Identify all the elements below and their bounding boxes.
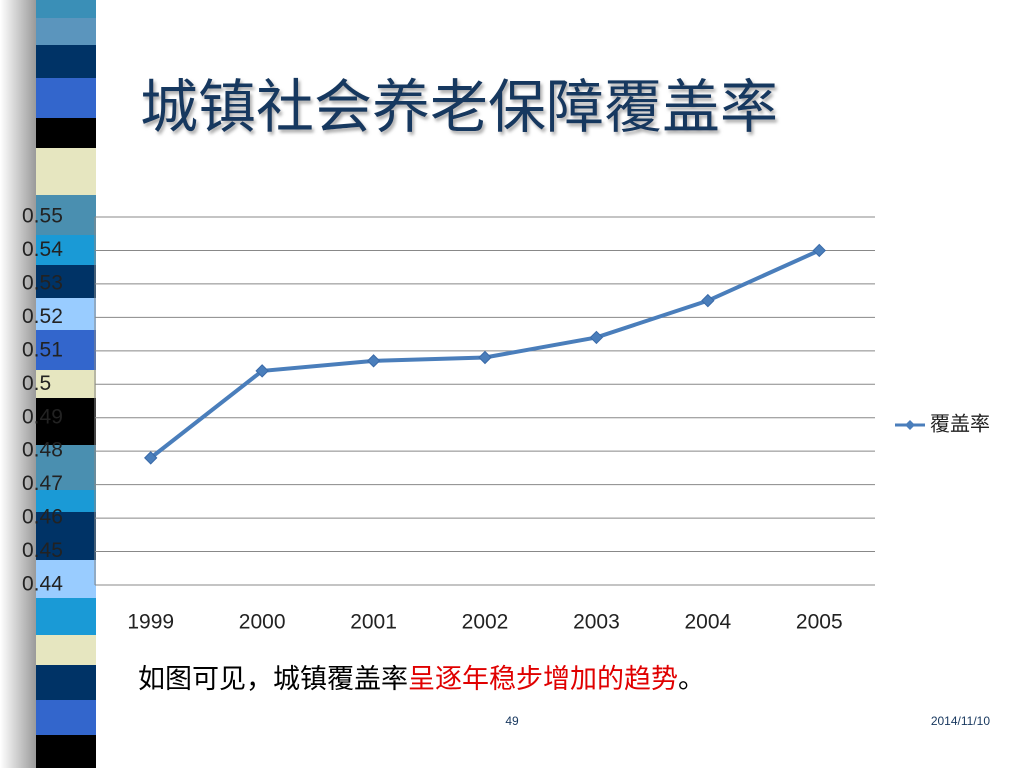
decor-strip (0, 0, 96, 768)
slide-title: 城镇社会养老保障覆盖率 (140, 73, 778, 141)
caption: 如图可见，城镇覆盖率呈逐年稳步增加的趋势。 (138, 664, 705, 695)
data-point (478, 350, 492, 365)
x-tick-label: 2000 (239, 611, 286, 634)
y-tick-label: 0.45 (22, 539, 63, 562)
caption-lead: 如图可见，城镇覆盖率 (138, 664, 408, 695)
x-tick-label: 2002 (462, 611, 509, 634)
page-number: 49 (505, 714, 519, 728)
y-tick-label: 0.44 (22, 573, 63, 596)
x-tick-label: 2004 (684, 611, 731, 634)
y-tick-label: 0.52 (22, 305, 63, 328)
data-point (701, 293, 715, 308)
x-tick-label: 2003 (573, 611, 620, 634)
data-point (144, 451, 158, 465)
data-point (812, 243, 826, 258)
y-tick-label: 0.47 (22, 472, 63, 495)
y-tick-label: 0.55 (22, 205, 63, 228)
legend-marker (905, 420, 915, 430)
x-tick-label: 2005 (796, 611, 843, 634)
y-tick-label: 0.54 (22, 238, 63, 261)
y-tick-label: 0.51 (22, 338, 63, 361)
data-point (589, 330, 604, 345)
date: 2014/11/10 (931, 714, 990, 728)
x-tick-label: 1999 (127, 611, 174, 634)
y-tick-label: 0.53 (22, 271, 63, 294)
data-point (366, 354, 381, 368)
caption-highlight: 呈逐年稳步增加的趋势 (408, 664, 678, 695)
x-tick-label: 2001 (350, 611, 397, 634)
y-tick-label: 0.49 (22, 405, 63, 428)
data-point (255, 364, 269, 378)
y-tick-label: 0.5 (22, 372, 51, 395)
y-tick-label: 0.48 (22, 439, 63, 462)
legend-label: 覆盖率 (930, 412, 990, 436)
y-tick-label: 0.46 (22, 506, 63, 529)
caption-end: 。 (678, 664, 705, 695)
